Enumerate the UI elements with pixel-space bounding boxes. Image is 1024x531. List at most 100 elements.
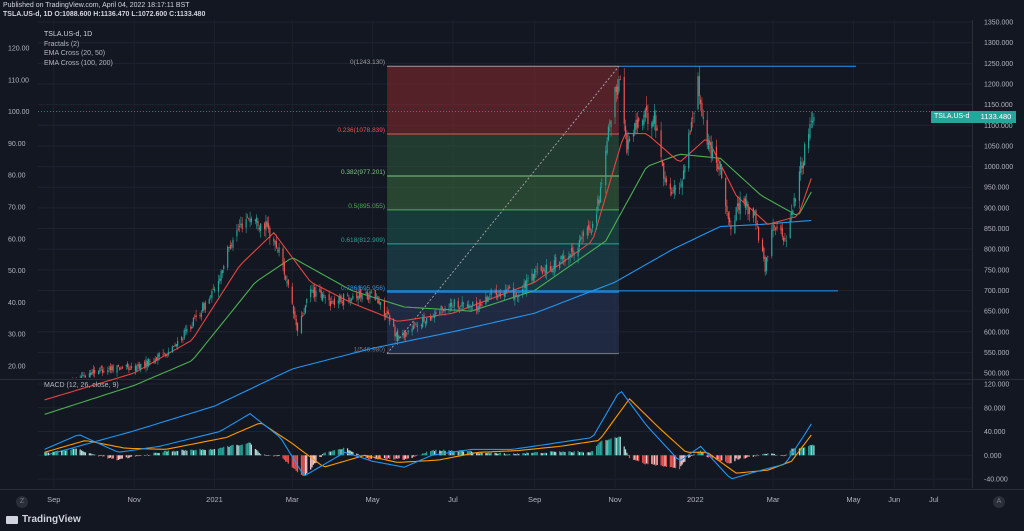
candle-body	[424, 322, 426, 324]
candle-body	[453, 299, 455, 307]
macd-histogram-bar	[300, 455, 303, 475]
candle-body	[311, 290, 313, 292]
macd-histogram-bar	[800, 447, 802, 456]
macd-histogram-bar	[158, 453, 160, 456]
macd-histogram-bar	[323, 453, 325, 456]
candle-body	[628, 138, 631, 141]
macd-histogram-bar	[638, 455, 640, 462]
macd-histogram-bar	[515, 454, 517, 456]
macd-histogram-bar	[294, 455, 296, 470]
candle-body	[379, 302, 382, 305]
y-right-tick-label: 1100.000	[984, 123, 1013, 130]
candle-body	[109, 366, 112, 371]
candle-body	[146, 360, 148, 367]
candle-body	[287, 279, 289, 286]
candle-body	[780, 225, 782, 231]
candle-body	[129, 368, 131, 370]
macd-histogram-bar	[623, 446, 625, 456]
macd-histogram-bar	[468, 451, 470, 456]
candle-body	[254, 219, 256, 221]
legend-ema-cross-100-200[interactable]: EMA Cross (100, 200)	[44, 59, 113, 67]
macd-histogram-bar	[541, 453, 544, 456]
macd-histogram-bar	[669, 455, 671, 468]
macd-histogram-bar	[595, 445, 598, 456]
candle-body	[809, 123, 811, 139]
x-tick-label: 2021	[206, 495, 223, 504]
candle-body	[134, 365, 137, 371]
macd-histogram-bar	[116, 455, 118, 461]
macd-histogram-bar	[257, 451, 259, 456]
candle-body	[793, 197, 795, 207]
macd-histogram-bar	[606, 440, 608, 456]
macd-histogram-bar	[220, 447, 222, 456]
candle-body	[125, 364, 127, 367]
candle-body	[429, 315, 432, 321]
macd-legend[interactable]: MACD (12, 26, close, 9)	[44, 382, 119, 389]
macd-histogram-bar	[369, 455, 371, 460]
macd-histogram-bar	[312, 455, 314, 465]
macd-histogram-bar	[476, 452, 478, 456]
candle-body	[551, 270, 553, 273]
top-info-bar: Published on TradingView.com, April 04, …	[0, 0, 1024, 20]
horizontal-lines[interactable]	[38, 65, 972, 292]
candle-body	[203, 302, 205, 311]
macd-histogram-bar	[137, 455, 139, 457]
candle-body	[107, 370, 109, 373]
candle-body	[285, 276, 287, 280]
candle-body	[607, 126, 610, 141]
macd-histogram-bar	[53, 451, 55, 456]
macd-histogram-bar	[378, 455, 380, 460]
macd-histogram-bar	[570, 452, 573, 456]
macd-histogram-bar	[764, 453, 766, 456]
candle-body	[219, 278, 221, 282]
macd-histogram-bar	[743, 455, 745, 459]
legend-fractals[interactable]: Fractals (2)	[44, 40, 80, 48]
candle-body	[448, 308, 450, 311]
macd-histogram-bar	[328, 451, 330, 456]
legend-ema-cross-20-50[interactable]: EMA Cross (20, 50)	[44, 50, 106, 57]
macd-histogram-bar	[292, 455, 295, 469]
zoom-toggle-button[interactable]: Z	[16, 496, 28, 508]
macd-line	[44, 390, 812, 480]
candle-body	[534, 269, 536, 278]
candle-body	[137, 363, 139, 367]
macd-histogram-bar	[145, 455, 147, 456]
candle-body	[808, 134, 810, 149]
auto-scale-button[interactable]: A	[993, 496, 1005, 508]
macd-histogram-bar	[420, 454, 422, 456]
macd-histogram-bar	[97, 455, 100, 457]
candle-body	[229, 245, 231, 249]
candle-body	[452, 307, 454, 308]
candle-body	[356, 293, 358, 299]
candle-body	[726, 206, 728, 213]
macd-histogram-bar	[552, 451, 554, 456]
candle-body	[323, 295, 325, 297]
fib-zone	[387, 134, 619, 177]
macd-histogram-bar	[781, 455, 783, 456]
macd-histogram-bar	[263, 454, 266, 456]
candle-body	[407, 330, 409, 332]
candle-body	[121, 366, 123, 369]
macd-histogram-bar	[320, 455, 322, 457]
candle-body	[478, 304, 480, 309]
macd-histogram-bar	[773, 453, 775, 456]
fibonacci-retracement[interactable]: 0(1243.130) 0.236(1078.839) 0.382(977.201)…	[337, 59, 620, 355]
candle-body	[619, 79, 621, 81]
candle-body	[773, 225, 775, 227]
candle-body	[730, 225, 732, 230]
macd-histogram-bar	[404, 455, 407, 459]
macd-histogram-bar	[119, 455, 121, 460]
candle-body	[92, 369, 94, 374]
macd-histogram-bar	[414, 455, 416, 457]
macd-histogram-bar	[635, 455, 637, 461]
candle-body	[111, 366, 113, 371]
macd-histogram-bar	[379, 455, 382, 460]
macd-histogram-bar	[167, 450, 170, 456]
macd-histogram-bar	[656, 455, 658, 465]
candle-body	[468, 304, 470, 309]
legend-symbol[interactable]: TSLA.US-d, 1D	[44, 31, 93, 38]
macd-histogram-bar	[718, 455, 720, 462]
candle-body	[764, 257, 766, 272]
macd-histogram-bar	[352, 451, 354, 456]
